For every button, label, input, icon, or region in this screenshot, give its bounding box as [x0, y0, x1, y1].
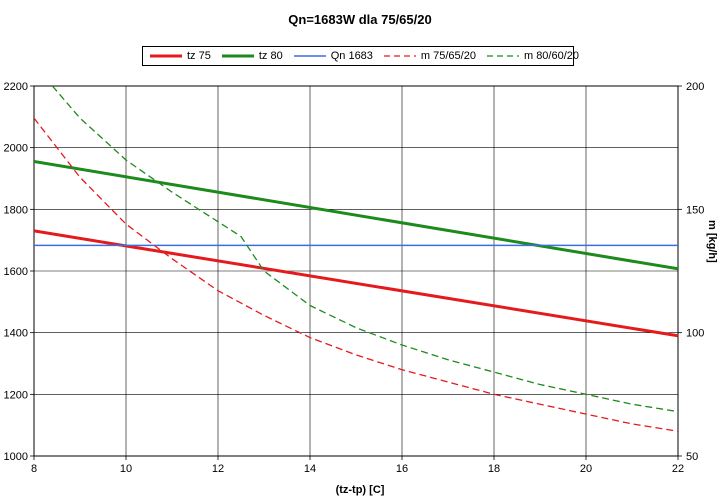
y-tick-label: 1800: [4, 204, 28, 216]
y2-tick-label: 50: [686, 451, 698, 463]
series-line-tz-75: [34, 229, 678, 338]
x-tick-label: 16: [396, 463, 408, 475]
legend-item: Qn 1683: [293, 50, 373, 62]
legend-label: Qn 1683: [330, 50, 373, 62]
x-tick-label: 18: [488, 463, 500, 475]
y-tick-label: 1400: [4, 328, 28, 340]
series-line-tz-80: [34, 160, 678, 271]
legend-item: m 75/65/20: [383, 50, 476, 62]
y-tick-label: 2200: [4, 81, 28, 93]
series-line-m-75-65-20: [34, 117, 678, 432]
legend-item: tz 80: [221, 50, 283, 62]
y2-tick-label: 200: [686, 81, 704, 93]
chart-legend: tz 75 tz 80 Qn 1683 m 75/65/20 m 80/60/20: [142, 46, 579, 66]
legend-item: tz 75: [149, 50, 211, 62]
legend-label: tz 75: [187, 50, 211, 62]
x-tick-label: 10: [120, 463, 132, 475]
y2-tick-label: 100: [686, 328, 704, 340]
legend-swatch: [383, 55, 416, 57]
x-tick-label: 20: [580, 463, 592, 475]
y2-axis-label: m [kg/h]: [706, 220, 718, 263]
legend-swatch: [150, 54, 182, 58]
y-tick-label: 2000: [4, 143, 28, 155]
x-tick-label: 12: [212, 463, 224, 475]
legend-label: m 75/65/20: [420, 50, 476, 62]
series-line-m-80-60-20: [51, 86, 678, 413]
y-tick-label: 1600: [4, 266, 28, 278]
y-tick-label: 1000: [4, 451, 28, 463]
x-tick-label: 14: [304, 463, 316, 475]
legend-label: tz 80: [258, 50, 283, 62]
legend-label: m 80/60/20: [523, 50, 580, 62]
legend-swatch: [293, 55, 326, 57]
legend-swatch: [486, 55, 519, 57]
x-tick-label: 8: [31, 463, 37, 475]
y2-tick-label: 150: [686, 204, 704, 216]
legend-item: m 80/60/20: [486, 50, 579, 62]
x-tick-label: 22: [672, 463, 684, 475]
y-tick-label: 1200: [4, 389, 28, 401]
legend-swatch: [221, 54, 254, 58]
x-axis-label: (tz-tp) [C]: [335, 484, 385, 496]
chart-title: Qn=1683W dla 75/65/20: [288, 12, 432, 27]
